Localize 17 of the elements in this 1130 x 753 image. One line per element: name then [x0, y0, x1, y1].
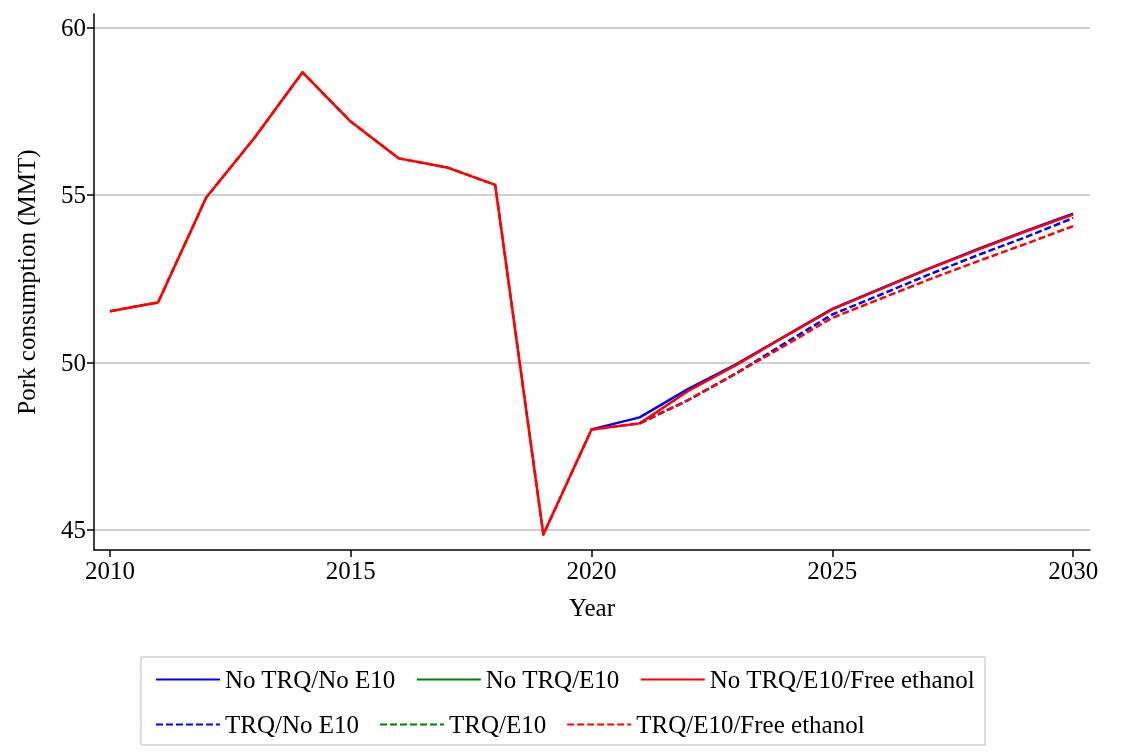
legend-label: TRQ/No E10 — [224, 711, 359, 738]
y-tick-label: 60 — [61, 13, 86, 41]
legend-label: TRQ/E10 — [448, 711, 547, 738]
x-axis-title: Year — [568, 594, 616, 621]
y-axis-title: Pork consumption (MMT) — [13, 149, 41, 415]
y-tick-label: 45 — [61, 516, 86, 544]
legend-label: No TRQ/No E10 — [224, 666, 396, 693]
x-tick-label: 2025 — [807, 557, 858, 584]
x-tick-label: 2010 — [84, 557, 135, 584]
legend-label: No TRQ/E10 — [485, 666, 620, 693]
legend-label: No TRQ/E10/Free ethanol — [709, 666, 975, 693]
x-tick-label: 2030 — [1048, 557, 1099, 584]
x-tick-label: 2020 — [566, 557, 617, 584]
x-tick-label: 2015 — [325, 557, 376, 584]
legend-label: TRQ/E10/Free ethanol — [636, 711, 865, 738]
y-tick-label: 55 — [61, 181, 86, 209]
y-tick-label: 50 — [61, 348, 86, 376]
